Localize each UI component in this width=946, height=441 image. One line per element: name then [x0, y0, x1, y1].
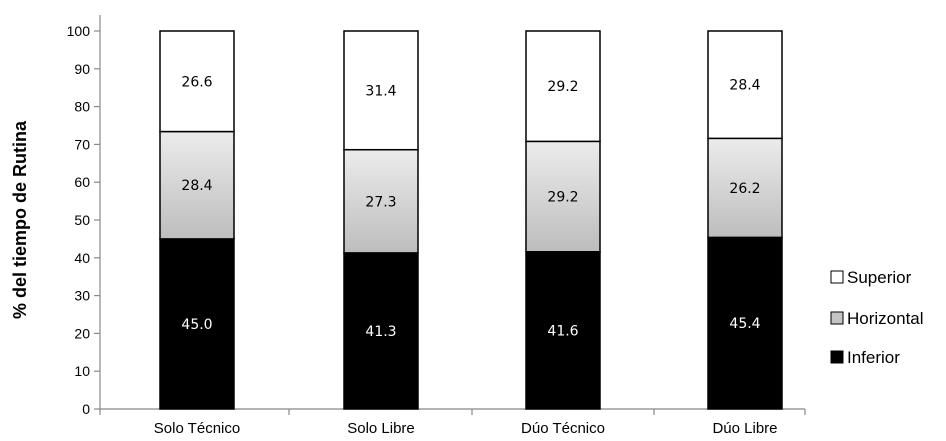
y-axis: 0 10 20 30 40 50 60 70 80 90 100 [67, 15, 101, 417]
data-label: 31.4 [365, 83, 396, 99]
data-label: 45.0 [181, 317, 212, 333]
legend-swatch-inferior [830, 350, 844, 364]
legend-swatch-horizontal [830, 311, 844, 325]
category-label: Solo Técnico [154, 420, 240, 437]
data-label: 29.2 [547, 190, 578, 206]
y-tick-label: 100 [67, 23, 91, 39]
category-label: Dúo Libre [712, 420, 777, 437]
data-label: 45.4 [729, 316, 760, 332]
legend-label: Horizontal [847, 309, 924, 328]
y-tick-label: 70 [74, 136, 90, 152]
bar-segment-inferior [525, 251, 601, 410]
y-tick-label: 0 [82, 401, 90, 417]
y-tick-label: 30 [74, 288, 90, 304]
y-tick-label: 50 [74, 212, 90, 228]
bar-segment-horizontal [525, 140, 601, 253]
legend-label: Inferior [847, 348, 900, 367]
bar-segment-superior [343, 30, 419, 151]
bar-segment-superior [707, 30, 783, 140]
data-label: 28.4 [729, 78, 760, 94]
y-tick-label: 40 [74, 250, 90, 266]
bar-segment-inferior [343, 252, 419, 410]
y-tick-label: 90 [74, 61, 90, 77]
legend-label: Superior [847, 268, 912, 287]
bar-segment-horizontal [343, 148, 419, 254]
data-label: 26.6 [181, 74, 212, 90]
bars: 45.0 28.4 26.6 41.3 27.3 31.4 41.6 29.2 29.2 45.4… [159, 30, 783, 410]
data-label: 41.6 [547, 323, 578, 339]
y-tick-label: 10 [74, 363, 90, 379]
y-axis-title: % del tiempo de Rutina [10, 120, 30, 319]
y-tick-label: 80 [74, 99, 90, 115]
category-label: Solo Libre [347, 420, 415, 437]
legend-swatch-superior [830, 270, 844, 284]
bar-segment-superior [159, 30, 235, 133]
category-label: Dúo Técnico [521, 420, 605, 437]
y-tick-label: 60 [74, 174, 90, 190]
bar-segment-inferior [707, 236, 783, 410]
legend: Superior Horizontal Inferior [830, 268, 924, 367]
bar-segment-superior [525, 30, 601, 143]
bar-segment-horizontal [707, 137, 783, 239]
data-label: 41.3 [365, 324, 396, 340]
data-label: 27.3 [365, 194, 396, 210]
data-label: 26.2 [729, 181, 760, 197]
data-label: 29.2 [547, 79, 578, 95]
data-label: 28.4 [181, 178, 212, 194]
x-axis: Solo Técnico Solo Libre Dúo Técnico Dúo Lib… [99, 408, 806, 437]
y-tick-label: 20 [74, 325, 90, 341]
